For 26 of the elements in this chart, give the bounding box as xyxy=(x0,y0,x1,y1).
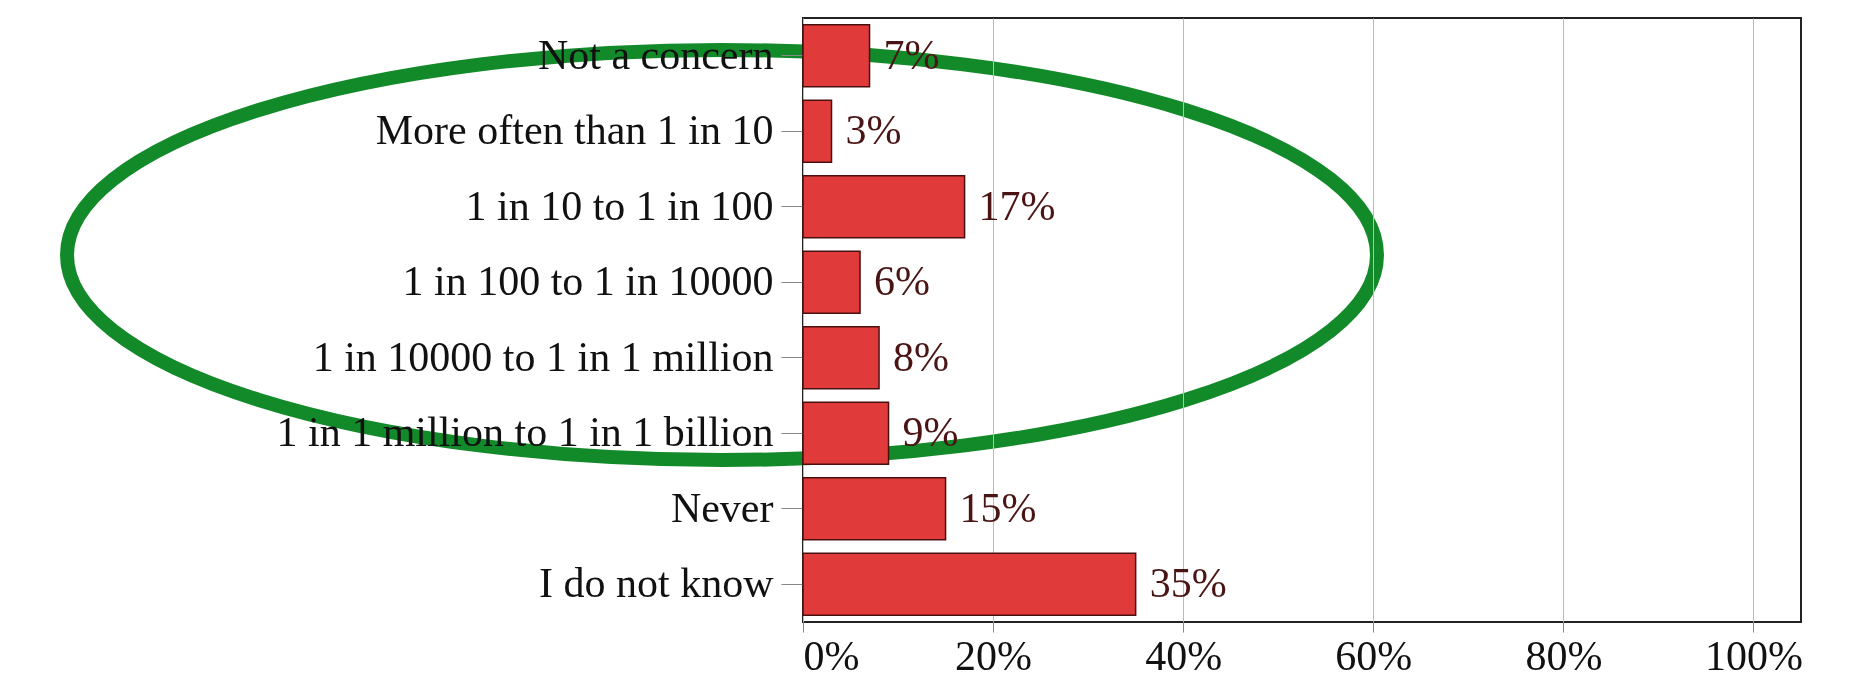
data-label: 6% xyxy=(874,258,931,305)
bar xyxy=(802,401,890,465)
y-tick-label: 1 in 10 to 1 in 100 xyxy=(465,182,774,229)
bar xyxy=(802,250,861,314)
data-label: 3% xyxy=(845,107,902,154)
y-tick-label: Never xyxy=(670,484,774,531)
x-tick-label: 100% xyxy=(1704,632,1803,679)
bar xyxy=(802,326,880,390)
y-tick-label: More often than 1 in 10 xyxy=(375,107,774,154)
bar xyxy=(802,24,871,88)
y-tick-label: I do not know xyxy=(539,560,775,607)
x-tick-label: 40% xyxy=(1145,632,1223,679)
bar xyxy=(802,477,947,541)
bar xyxy=(802,552,1137,616)
data-label: 35% xyxy=(1149,560,1227,607)
x-tick-label: 20% xyxy=(955,632,1033,679)
x-tick-label: 80% xyxy=(1525,632,1603,679)
data-label: 17% xyxy=(978,182,1056,229)
y-tick-label: 1 in 100 to 1 in 10000 xyxy=(402,258,774,305)
x-tick-label: 0% xyxy=(803,632,860,679)
bar xyxy=(802,175,966,239)
bar xyxy=(802,99,833,163)
y-tick-label: 1 in 10000 to 1 in 1 million xyxy=(312,333,774,380)
data-label: 15% xyxy=(959,484,1037,531)
x-tick-label: 60% xyxy=(1335,632,1413,679)
data-label: 8% xyxy=(893,333,950,380)
